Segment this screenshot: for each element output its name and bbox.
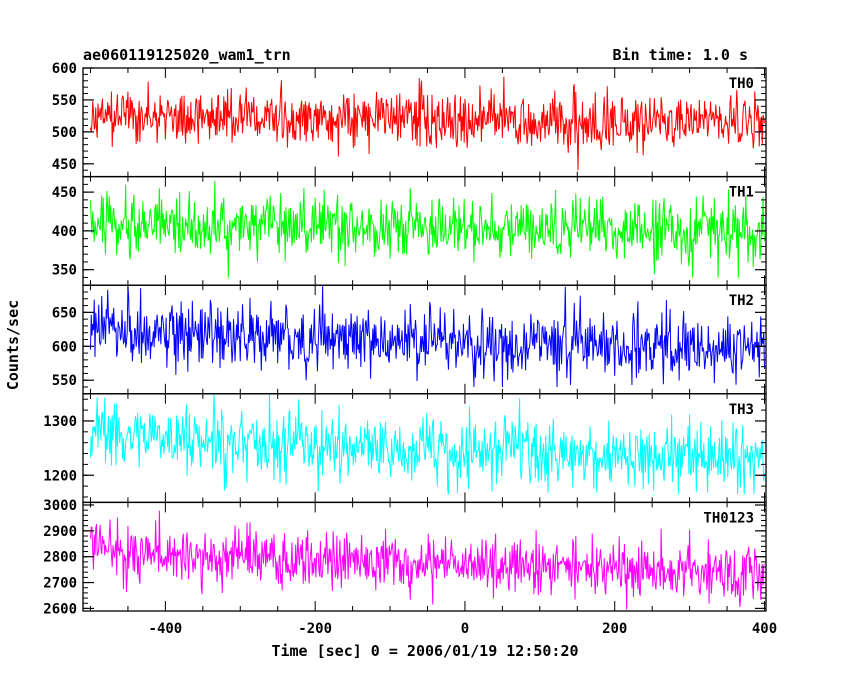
y-tick-label: 600 <box>52 61 77 77</box>
panel-frame <box>82 175 767 286</box>
y-tick-label: 2700 <box>43 576 77 592</box>
panel-th1: 350 400 450 TH1 <box>52 175 767 286</box>
y-tick-label: 650 <box>52 305 77 321</box>
x-tick-label: 400 <box>752 621 777 637</box>
y-tick-label: 550 <box>52 93 77 109</box>
y-tick-label: 450 <box>52 185 77 201</box>
y-tick-label: 2600 <box>43 601 77 617</box>
y-tick-label: 3000 <box>43 498 77 514</box>
chart-title-left: ae060119125020_wam1_trn <box>83 46 291 64</box>
y-tick-label: 400 <box>52 224 77 240</box>
y-axis-label: Counts/sec <box>4 300 22 390</box>
chart-title-right: Bin time: 1.0 s <box>613 46 748 64</box>
x-tick-label: -400 <box>149 621 183 637</box>
y-tick-label: 500 <box>52 125 77 141</box>
panel-label-th3: TH3 <box>729 402 754 418</box>
series-line-th0 <box>89 76 765 171</box>
series-line-th2 <box>89 285 765 388</box>
panel-frame <box>82 501 767 612</box>
panel-label-th0: TH0 <box>729 76 754 92</box>
y-tick-label: 350 <box>52 263 77 279</box>
series-line-th3 <box>89 393 765 495</box>
y-tick-label: 1200 <box>43 468 77 484</box>
y-tick-label: 600 <box>52 339 77 355</box>
y-tick-label: 1300 <box>43 414 77 430</box>
y-tick-label: 2900 <box>43 524 77 540</box>
x-tick-label: -200 <box>298 621 332 637</box>
series-line-th1 <box>89 180 765 278</box>
panel-th2: 550 600 650 TH2 <box>52 284 767 395</box>
x-axis-label: Time [sec] 0 = 2006/01/19 12:50:20 <box>271 642 578 660</box>
y-tick-label: 2800 <box>43 550 77 566</box>
panel-th0123: 2600 2700 2800 2900 3000 TH0123 <box>43 498 767 617</box>
panel-th3: 1200 1300 TH3 <box>43 393 767 504</box>
panel-label-th0123: TH0123 <box>703 510 754 526</box>
x-tick-label: 200 <box>602 621 627 637</box>
panels-group: 450 500 550 600 TH0 350 400 450 TH1 550 600 650 TH2 1… <box>43 61 777 637</box>
series-line-th0123 <box>89 510 765 610</box>
y-tick-label: 550 <box>52 373 77 389</box>
x-tick-label: 0 <box>461 621 469 637</box>
panel-th0: 450 500 550 600 TH0 <box>52 61 767 178</box>
y-tick-label: 450 <box>52 157 77 173</box>
panel-label-th1: TH1 <box>729 185 754 201</box>
panel-label-th2: TH2 <box>729 293 754 309</box>
